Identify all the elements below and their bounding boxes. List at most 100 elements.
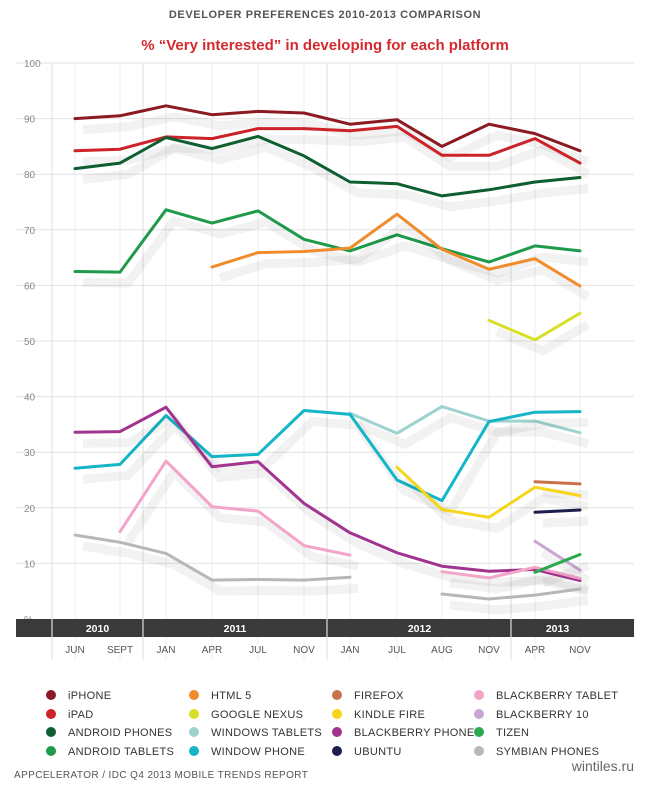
- series-line: [487, 311, 582, 342]
- y-tick-label: 40: [24, 393, 36, 404]
- series-line: [533, 480, 582, 486]
- legend-item: HTML 5: [189, 690, 252, 702]
- x-tick-label: NOV: [478, 645, 500, 656]
- legend-label: HTML 5: [211, 690, 252, 702]
- legend-item: BLACKBERRY TABLET: [474, 690, 618, 702]
- series-line: [73, 208, 582, 274]
- series-group: [73, 104, 591, 615]
- year-label: 2012: [408, 623, 432, 635]
- legend-item: WINDOW PHONE: [189, 745, 306, 758]
- series-line: [533, 553, 582, 574]
- legend-swatch: [474, 708, 484, 719]
- legend-swatch: [474, 690, 484, 700]
- legend-swatch: [189, 708, 199, 719]
- y-tick-label: 30: [24, 448, 36, 459]
- x-tick-label: APR: [525, 645, 546, 656]
- x-tick-label: AUG: [431, 645, 453, 656]
- x-tick-label: JAN: [157, 645, 176, 656]
- y-tick-label: 10: [24, 559, 36, 570]
- y-tick-label: 60: [24, 281, 36, 292]
- y-tick-label: 70: [24, 226, 36, 237]
- series-shadow: [82, 413, 590, 596]
- x-tick-label: SEPT: [107, 645, 133, 656]
- legend-swatch: [474, 727, 484, 737]
- legend-swatch: [332, 708, 342, 719]
- legend-item: iPAD: [46, 708, 94, 721]
- y-tick-label: 20: [24, 504, 36, 515]
- series-line: [73, 124, 582, 165]
- legend-swatch: [189, 727, 199, 737]
- legend-item: FIREFOX: [332, 690, 404, 702]
- x-tick-label: JAN: [341, 645, 360, 656]
- legend-swatch: [46, 745, 56, 756]
- legend-label: ANDROID PHONES: [68, 727, 173, 739]
- legend-item: TIZEN: [474, 727, 529, 739]
- series-line: [73, 134, 582, 198]
- series-shadow: [495, 320, 591, 356]
- year-label: 2011: [224, 623, 247, 635]
- legend-label: SYMBIAN PHONES: [496, 745, 600, 758]
- y-tick-label: 90: [24, 115, 36, 126]
- series-line: [73, 405, 582, 583]
- legend-item: SYMBIAN PHONES: [474, 745, 600, 758]
- series-shadow: [82, 142, 589, 212]
- watermark: wintiles.ru: [571, 758, 634, 774]
- legend-swatch: [332, 745, 342, 756]
- legend-label: WINDOW PHONE: [211, 745, 306, 758]
- legend-item: KINDLE FIRE: [332, 708, 425, 721]
- legend-label: TIZEN: [496, 727, 530, 739]
- series-shadow: [356, 413, 590, 449]
- legend-label: FIREFOX: [354, 690, 404, 702]
- legend-label: UBUNTU: [354, 745, 402, 758]
- x-tick-label: NOV: [293, 645, 315, 656]
- legend-label: BLACKBERRY PHONE: [354, 727, 475, 739]
- series-shadow: [124, 467, 359, 571]
- year-label: 2013: [546, 623, 570, 635]
- series-line: [533, 539, 582, 572]
- series-shadow: [540, 548, 591, 585]
- series-line: [73, 104, 582, 153]
- x-tick-label: JUL: [388, 645, 406, 656]
- legend-item: iPHONE: [46, 690, 111, 702]
- year-label: 2010: [86, 623, 110, 635]
- y-tick-label: 80: [24, 170, 36, 181]
- legend-item: WINDOWS TABLETS: [189, 727, 322, 739]
- legend-label: BLACKBERRY 10: [496, 708, 589, 721]
- series-line: [533, 508, 582, 514]
- series-line: [210, 212, 582, 288]
- series-line: [118, 459, 352, 557]
- series-shadow: [541, 561, 590, 588]
- legend-label: BLACKBERRY TABLET: [496, 690, 619, 702]
- series-line: [348, 405, 582, 435]
- legend-label: iPHONE: [68, 690, 112, 702]
- year-band: [16, 619, 634, 637]
- legend-label: ANDROID TABLETS: [68, 745, 175, 758]
- legend-item: BLACKBERRY PHONE: [332, 727, 475, 739]
- legend-item: ANDROID TABLETS: [46, 745, 175, 758]
- legend-swatch: [332, 727, 342, 737]
- x-tick-label: APR: [202, 645, 223, 656]
- series-shadow: [449, 573, 590, 594]
- series-line: [440, 565, 582, 580]
- legend-label: WINDOWS TABLETS: [211, 727, 323, 739]
- legend-item: UBUNTU: [332, 745, 402, 758]
- x-tick-label: JUN: [65, 645, 84, 656]
- legend-swatch: [189, 690, 199, 700]
- chart-title: DEVELOPER PREFERENCES 2010-2013 COMPARIS…: [168, 9, 482, 21]
- legend-swatch: [46, 690, 56, 700]
- series-shadow: [542, 516, 589, 528]
- y-tick-label: 100: [24, 59, 41, 70]
- series-shadow: [82, 417, 589, 517]
- legend-item: GOOGLE NEXUS: [189, 708, 304, 721]
- series-shadow: [449, 595, 589, 615]
- series-line: [395, 465, 582, 519]
- series-line: [73, 533, 352, 582]
- x-tick-label: JUL: [249, 645, 267, 656]
- source-note: APPCELERATOR / IDC Q4 2013 MOBILE TRENDS…: [14, 770, 309, 781]
- legend-swatch: [46, 727, 56, 737]
- y-tick-label: 50: [24, 337, 36, 348]
- x-tick-label: NOV: [569, 645, 591, 656]
- legend-label: GOOGLE NEXUS: [211, 708, 304, 721]
- legend-label: iPAD: [68, 708, 94, 721]
